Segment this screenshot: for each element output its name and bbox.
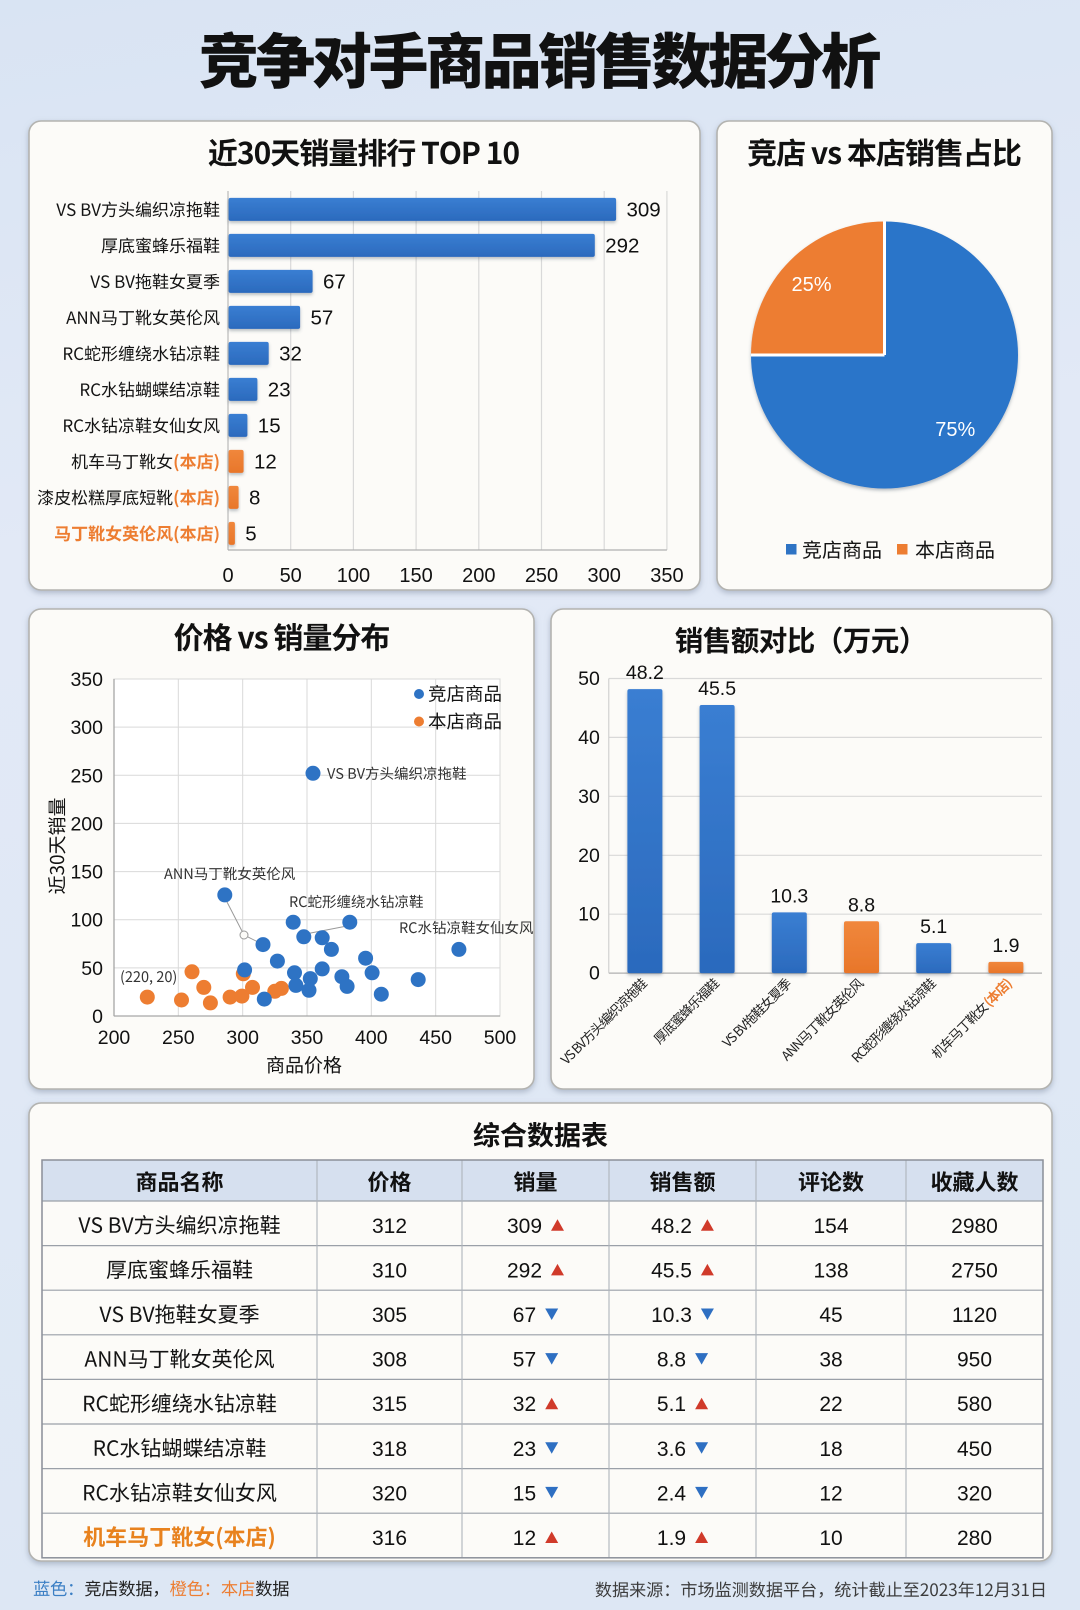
svg-text:0: 0 (589, 963, 600, 985)
svg-text:2.4: 2.4 (657, 1482, 687, 1505)
svg-text:150: 150 (70, 862, 103, 884)
svg-text:100: 100 (70, 910, 103, 932)
svg-text:50: 50 (81, 958, 103, 980)
svg-text:45.5: 45.5 (651, 1259, 692, 1282)
svg-text:1120: 1120 (952, 1304, 997, 1327)
svg-text:300: 300 (70, 717, 103, 739)
svg-text:12: 12 (254, 450, 277, 473)
svg-text:1.9: 1.9 (992, 935, 1019, 957)
svg-text:312: 312 (372, 1215, 407, 1238)
svg-text:15: 15 (258, 414, 281, 437)
svg-text:50: 50 (578, 668, 600, 690)
svg-text:23: 23 (268, 378, 291, 401)
svg-text:8.8: 8.8 (657, 1349, 686, 1372)
svg-text:250: 250 (162, 1027, 195, 1049)
svg-text:45: 45 (819, 1304, 842, 1327)
svg-text:25%: 25% (791, 274, 831, 296)
svg-text:23: 23 (513, 1438, 536, 1461)
svg-text:45.5: 45.5 (698, 678, 736, 700)
svg-text:67: 67 (513, 1304, 536, 1327)
svg-text:150: 150 (399, 565, 432, 587)
svg-text:57: 57 (513, 1349, 536, 1372)
svg-text:38: 38 (819, 1349, 842, 1372)
svg-text:0: 0 (222, 565, 233, 587)
svg-text:20: 20 (578, 845, 600, 867)
svg-text:200: 200 (462, 565, 495, 587)
svg-text:950: 950 (957, 1349, 992, 1372)
svg-text:3.6: 3.6 (657, 1438, 686, 1461)
svg-text:12: 12 (513, 1527, 536, 1550)
svg-text:5: 5 (245, 522, 256, 545)
svg-text:318: 318 (372, 1438, 407, 1461)
svg-text:200: 200 (70, 813, 103, 835)
svg-text:400: 400 (355, 1027, 388, 1049)
svg-text:100: 100 (337, 565, 370, 587)
svg-text:154: 154 (813, 1215, 848, 1238)
svg-text:18: 18 (819, 1438, 842, 1461)
svg-text:350: 350 (70, 669, 103, 691)
svg-text:5.1: 5.1 (920, 916, 947, 938)
svg-text:10.3: 10.3 (770, 885, 808, 907)
svg-text:2750: 2750 (951, 1259, 998, 1282)
svg-text:280: 280 (957, 1527, 992, 1550)
svg-text:15: 15 (513, 1482, 536, 1505)
svg-text:308: 308 (372, 1349, 407, 1372)
svg-text:8: 8 (249, 486, 260, 509)
svg-text:32: 32 (513, 1393, 536, 1416)
svg-text:292: 292 (605, 234, 639, 257)
svg-text:1.9: 1.9 (657, 1527, 686, 1550)
svg-text:40: 40 (578, 727, 600, 749)
svg-text:30: 30 (578, 786, 600, 808)
svg-text:309: 309 (627, 198, 661, 221)
svg-text:309: 309 (507, 1215, 542, 1238)
svg-text:200: 200 (98, 1027, 131, 1049)
svg-text:8.8: 8.8 (848, 894, 875, 916)
svg-text:67: 67 (323, 270, 346, 293)
svg-text:138: 138 (813, 1259, 848, 1282)
svg-text:12: 12 (819, 1482, 842, 1505)
svg-text:316: 316 (372, 1527, 407, 1550)
svg-text:315: 315 (372, 1393, 407, 1416)
svg-text:10.3: 10.3 (651, 1304, 692, 1327)
svg-text:305: 305 (372, 1304, 407, 1327)
svg-text:0: 0 (92, 1006, 103, 1028)
svg-text:300: 300 (588, 565, 621, 587)
svg-text:57: 57 (311, 306, 334, 329)
svg-text:48.2: 48.2 (626, 662, 664, 684)
svg-text:350: 350 (291, 1027, 324, 1049)
svg-text:32: 32 (279, 342, 302, 365)
svg-text:22: 22 (819, 1393, 842, 1416)
svg-text:320: 320 (957, 1482, 992, 1505)
svg-text:350: 350 (650, 565, 683, 587)
svg-text:10: 10 (578, 904, 600, 926)
svg-text:450: 450 (957, 1438, 992, 1461)
svg-text:250: 250 (70, 765, 103, 787)
svg-text:300: 300 (226, 1027, 259, 1049)
svg-text:50: 50 (280, 565, 302, 587)
svg-text:320: 320 (372, 1482, 407, 1505)
svg-text:310: 310 (372, 1259, 407, 1282)
svg-text:292: 292 (507, 1259, 542, 1282)
svg-text:2980: 2980 (951, 1215, 998, 1238)
svg-text:48.2: 48.2 (651, 1215, 692, 1238)
svg-text:75%: 75% (935, 419, 975, 441)
svg-text:5.1: 5.1 (657, 1393, 686, 1416)
svg-text:450: 450 (419, 1027, 452, 1049)
svg-text:500: 500 (484, 1027, 517, 1049)
svg-text:580: 580 (957, 1393, 992, 1416)
svg-text:10: 10 (819, 1527, 842, 1550)
svg-text:250: 250 (525, 565, 558, 587)
